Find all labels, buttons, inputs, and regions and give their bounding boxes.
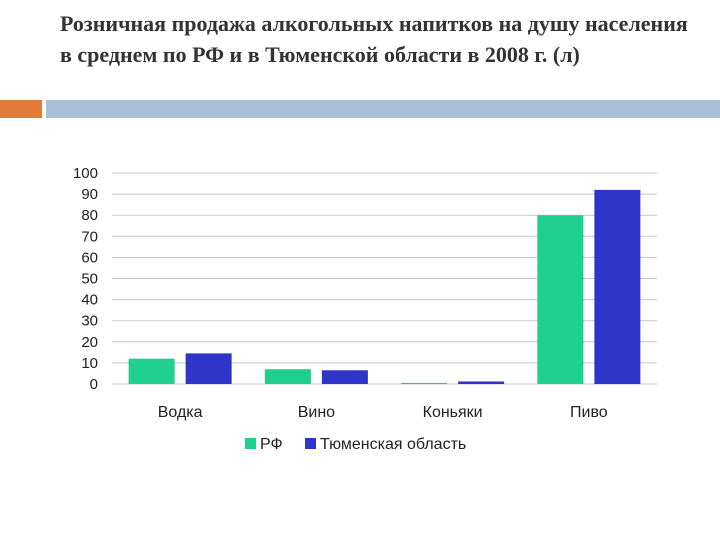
bar-rf-1 (264, 369, 311, 384)
y-tick-label: 20 (81, 334, 98, 351)
y-tick-label: 100 (73, 165, 98, 182)
category-label: Водка (158, 404, 203, 421)
y-tick-label: 0 (90, 376, 98, 393)
bar-tyumen-3 (594, 189, 641, 384)
y-axis-tick-labels: 0 10 20 30 40 50 60 70 80 90 100 (73, 165, 98, 393)
bar-rf-0 (128, 358, 175, 384)
accent-bar-orange (0, 100, 42, 118)
bar-rf-3 (537, 215, 584, 384)
bar-tyumen-0 (185, 353, 232, 384)
y-tick-label: 30 (81, 313, 98, 330)
y-tick-label: 80 (81, 207, 98, 224)
y-tick-label: 50 (81, 271, 98, 288)
category-label: Коньяки (423, 404, 483, 421)
slide-title: Розничная продажа алкогольных напитков н… (60, 11, 688, 67)
y-tick-label: 60 (81, 249, 98, 266)
y-tick-label: 90 (81, 186, 98, 203)
y-tick-label: 70 (81, 228, 98, 245)
legend-swatch-1 (305, 438, 316, 449)
bar-tyumen-2 (458, 381, 505, 384)
category-label: Вино (298, 404, 335, 421)
y-tick-label: 10 (81, 355, 98, 372)
legend-swatch-0 (245, 438, 256, 449)
x-axis-category-labels: Водка Вино Коньяки Пиво (158, 404, 608, 421)
bar-tyumen-1 (321, 370, 368, 384)
legend-label-1: Тюменская область (320, 436, 466, 453)
bar-rf-2 (401, 382, 448, 384)
accent-bar-blue (46, 100, 720, 118)
legend-label-0: РФ (260, 436, 283, 453)
legend: РФ Тюменская область (245, 436, 466, 453)
category-label: Пиво (570, 404, 608, 421)
y-tick-label: 40 (81, 292, 98, 309)
bars (128, 189, 641, 384)
